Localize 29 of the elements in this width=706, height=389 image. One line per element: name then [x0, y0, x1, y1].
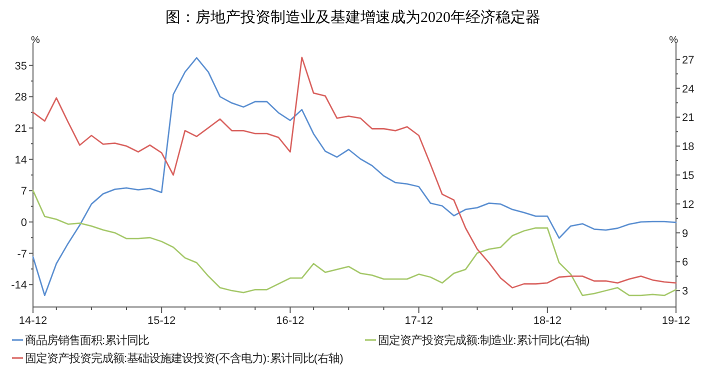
- ytick: 24: [682, 83, 694, 96]
- ytick: 18: [682, 141, 694, 154]
- ytick: -7: [17, 248, 27, 260]
- xtick: 17-12: [404, 315, 433, 327]
- xtick: 18-12: [533, 315, 562, 327]
- ytick: 27: [682, 54, 694, 66]
- ytick: 35: [14, 60, 27, 72]
- xtick: 16-12: [276, 315, 304, 327]
- xtick: 19-12: [662, 315, 690, 327]
- ytick: 21: [14, 123, 27, 136]
- ytick: 12: [682, 198, 694, 211]
- xtick: 14-12: [18, 315, 48, 327]
- xtick: 15-12: [148, 315, 176, 327]
- title: 图：房地产投资制造业及基建增速成为2020年经济稳定器: [166, 10, 540, 26]
- ytick: 9: [682, 228, 688, 240]
- ytick: 15: [682, 170, 694, 182]
- ytick: 7: [20, 186, 27, 198]
- axis-label: %: [31, 35, 40, 46]
- ytick: 6: [682, 256, 688, 269]
- legend-item: 商品房销售面积:累计同比: [25, 335, 150, 347]
- axis-label: %: [669, 35, 678, 46]
- ytick: 14: [14, 154, 27, 166]
- ytick: -14: [11, 280, 27, 292]
- ytick: 21: [682, 112, 694, 124]
- ytick: 28: [14, 92, 27, 104]
- legend-item: 固定资产投资完成额:制造业:累计同比(右轴): [378, 335, 590, 347]
- ytick: 3: [682, 286, 688, 298]
- legend-item: 固定资产投资完成额:基础设施建设投资(不含电力):累计同比(右轴): [25, 353, 344, 365]
- ytick: 0: [20, 216, 27, 229]
